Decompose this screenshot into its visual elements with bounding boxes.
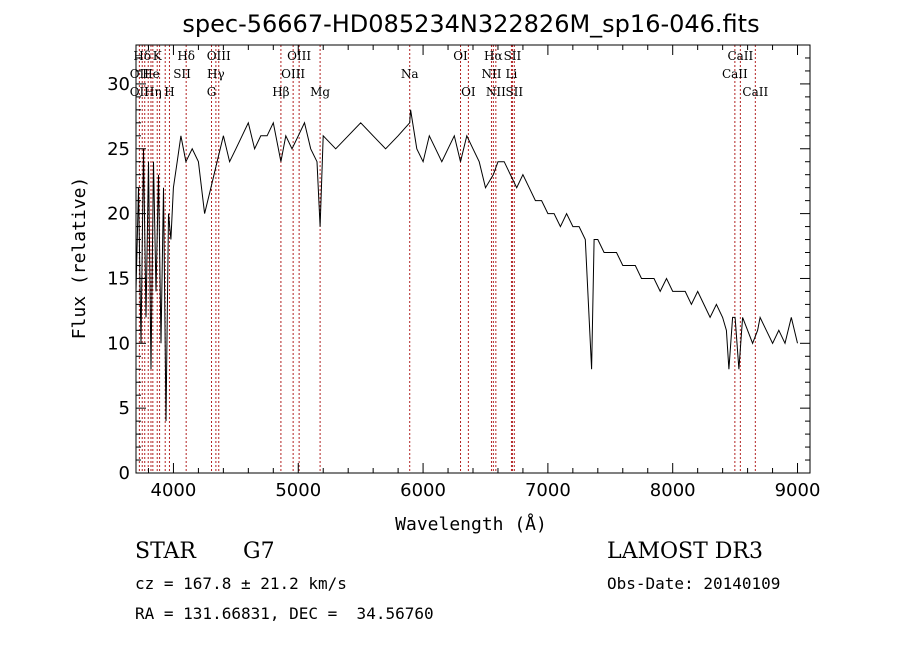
x-tick-label: 6000 <box>400 480 446 501</box>
line-id-label: SII <box>505 85 523 99</box>
line-id-label: CaII <box>742 85 768 99</box>
y-tick-label: 30 <box>107 74 130 95</box>
line-id-label: Hβ <box>272 85 289 99</box>
x-axis-ticks: 4000 5000 6000 7000 8000 9000 <box>147 45 821 501</box>
y-tick-label: 10 <box>107 333 130 354</box>
line-id-label: Hδ <box>177 49 195 63</box>
redshift-text: cz = 167.8 ± 21.2 km/s <box>135 574 347 593</box>
spectrum-line <box>135 109 798 422</box>
line-id-label: CaII <box>722 67 748 81</box>
line-id-label: SII <box>504 49 522 63</box>
line-id-label: H <box>164 85 174 99</box>
line-id-label: SII <box>173 67 191 81</box>
survey-name: LAMOST DR3 <box>607 539 763 564</box>
line-id-label: Hα <box>484 49 503 63</box>
y-axis-label: Flux (relative) <box>69 177 90 340</box>
line-id-label: OIII <box>281 67 305 81</box>
line-id-label: Hδ <box>133 49 151 63</box>
x-tick-label: 7000 <box>525 480 571 501</box>
x-tick-label: 9000 <box>775 480 821 501</box>
x-tick-label: 5000 <box>275 480 321 501</box>
chart-title: spec-56667-HD085234N322826M_sp16-046.fit… <box>182 10 759 38</box>
line-id-label: OIII <box>207 49 231 63</box>
coordinates: RA = 131.66831, DEC = 34.56760 <box>135 604 434 623</box>
line-id-label: G <box>207 85 217 99</box>
obs-date: Obs-Date: 20140109 <box>607 574 781 593</box>
line-id-label: OII <box>130 85 150 99</box>
x-tick-label: 4000 <box>151 480 197 501</box>
line-id-label: CaII <box>727 49 753 63</box>
line-id-label: OI <box>453 49 468 63</box>
line-id-label: Mg <box>310 85 330 99</box>
line-id-label: OIII <box>287 49 311 63</box>
x-tick-label: 8000 <box>650 480 696 501</box>
line-id-label: He <box>142 67 160 81</box>
line-id-label: NII <box>481 67 501 81</box>
plot-frame <box>135 44 811 474</box>
line-markers <box>138 45 756 473</box>
y-tick-label: 5 <box>119 398 130 419</box>
line-id-label: OI <box>461 85 476 99</box>
y-tick-label: 25 <box>107 139 130 160</box>
x-axis-label: Wavelength (Å) <box>395 513 547 535</box>
line-id-label: OII <box>130 67 150 81</box>
line-id-label: Hη <box>144 85 162 99</box>
y-tick-label: 0 <box>119 463 130 484</box>
line-id-label: Hγ <box>207 67 225 81</box>
line-id-label: K <box>153 49 163 63</box>
y-tick-label: 15 <box>107 268 130 289</box>
line-id-label: Na <box>401 67 419 81</box>
line-id-label: NII <box>486 85 506 99</box>
y-tick-label: 20 <box>107 204 130 225</box>
object-class: STAR <box>135 539 196 564</box>
y-axis-ticks: 0 5 10 15 20 25 30 <box>107 57 810 484</box>
object-subclass: G7 <box>243 539 275 564</box>
line-id-label: Li <box>506 67 518 81</box>
